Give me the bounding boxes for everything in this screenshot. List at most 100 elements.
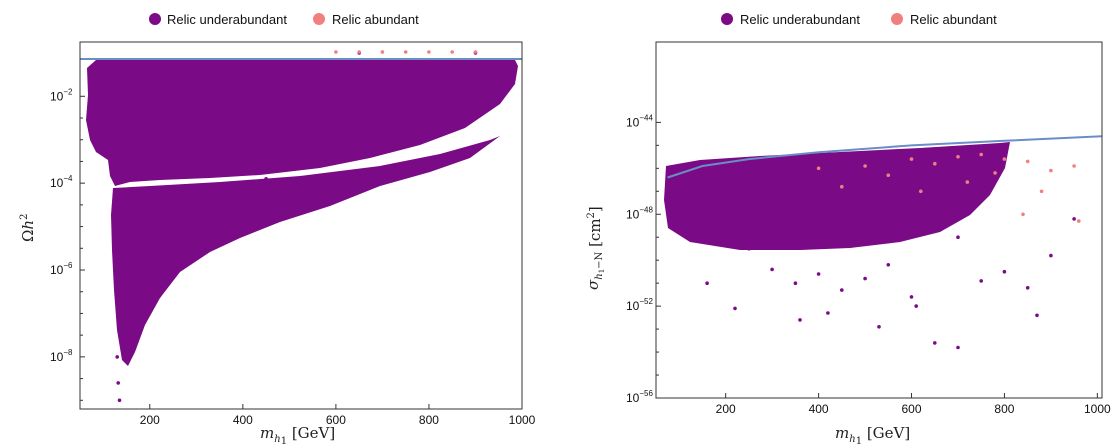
left-point-abundant — [334, 50, 338, 54]
left-legend-marker-abundant — [313, 13, 325, 25]
right-x-tick-label: 1000 — [1084, 402, 1111, 416]
left-scatter-plot: Relic underabundant Relic abundant 200 40… — [19, 12, 536, 446]
right-x-axis: 200 400 600 800 1000 — [716, 393, 1111, 416]
right-y-axis-label: σh1−N [cm2] — [584, 206, 606, 290]
right-x-tick-label: 800 — [994, 402, 1014, 416]
left-point-underabundant — [96, 77, 101, 81]
left-point-underabundant — [115, 355, 119, 359]
left-point-underabundant — [194, 129, 199, 133]
left-point-underabundant — [124, 268, 129, 272]
left-y-axis-label: Ωh2 — [19, 214, 37, 242]
left-point-underabundant — [334, 142, 338, 146]
right-point-underabundant — [863, 194, 867, 198]
right-plot-area — [664, 135, 1102, 350]
left-point-underabundant — [357, 133, 362, 138]
left-x-tick-label: 400 — [233, 413, 253, 427]
right-point-underabundant — [798, 318, 802, 322]
right-legend-label-abundant: Relic abundant — [910, 12, 997, 27]
right-point-abundant — [1072, 164, 1076, 168]
left-point-underabundant — [194, 224, 199, 229]
right-point-underabundant — [700, 201, 705, 205]
left-point-underabundant — [89, 94, 94, 99]
left-x-axis-label: mh1 [GeV] — [260, 424, 335, 446]
left-point-abundant — [380, 50, 385, 54]
right-point-underabundant — [826, 311, 830, 315]
right-point-underabundant — [770, 212, 774, 217]
left-point-underabundant — [117, 398, 122, 403]
left-point-underabundant — [450, 90, 455, 94]
right-point-underabundant — [816, 272, 821, 276]
right-point-abundant — [1077, 219, 1081, 223]
left-point-underabundant — [106, 133, 110, 138]
right-point-abundant — [1021, 212, 1025, 217]
right-x-tick-label: 400 — [809, 402, 829, 416]
right-point-abundant — [1025, 159, 1030, 164]
left-y-tick-label: 10−6 — [50, 261, 73, 277]
left-x-tick-label: 200 — [140, 413, 160, 427]
left-point-underabundant — [92, 64, 96, 68]
right-x-tick-label: 200 — [716, 402, 736, 416]
right-point-underabundant — [914, 304, 918, 308]
right-point-underabundant — [723, 226, 728, 230]
right-y-tick-label: 10−48 — [626, 205, 653, 221]
right-point-abundant — [956, 155, 960, 159]
right-point-underabundant — [909, 295, 914, 299]
left-point-underabundant — [241, 190, 245, 194]
left-point-abundant — [357, 50, 362, 54]
left-point-underabundant — [113, 224, 117, 229]
right-point-abundant — [863, 164, 867, 168]
right-point-underabundant — [1002, 269, 1007, 274]
left-point-underabundant — [334, 81, 338, 86]
left-point-underabundant — [114, 289, 119, 294]
left-point-abundant — [403, 50, 408, 54]
left-point-underabundant — [510, 59, 515, 64]
left-y-axis: 10−2 10−4 10−6 10−8 — [50, 87, 85, 401]
right-plot-frame — [655, 41, 1103, 399]
right-legend: Relic underabundant Relic abundant — [721, 12, 997, 27]
right-y-axis: 10−44 10−48 10−52 10−56 — [626, 113, 661, 405]
left-point-underabundant — [403, 111, 408, 116]
left-plot-frame — [79, 41, 523, 410]
left-point-underabundant — [496, 64, 501, 68]
right-point-abundant — [993, 171, 997, 175]
left-legend-label-abundant: Relic abundant — [332, 12, 419, 27]
left-point-underabundant — [473, 77, 478, 81]
right-point-underabundant — [979, 279, 983, 283]
right-point-underabundant — [705, 281, 709, 286]
left-point-underabundant — [116, 381, 120, 385]
right-x-tick-label: 600 — [902, 402, 922, 416]
right-point-abundant — [1039, 189, 1044, 194]
right-point-abundant — [1049, 168, 1053, 173]
right-y-tick-label: 10−44 — [626, 113, 653, 129]
left-lower-density-band — [111, 136, 500, 366]
right-point-abundant — [933, 161, 937, 166]
left-point-underabundant — [120, 311, 124, 316]
right-y-tick-label: 10−56 — [626, 389, 653, 405]
right-point-underabundant — [877, 325, 881, 329]
left-point-underabundant — [134, 342, 138, 346]
right-point-underabundant — [956, 345, 960, 350]
right-point-underabundant — [770, 267, 774, 272]
left-x-tick-label: 800 — [419, 413, 439, 427]
right-point-underabundant — [793, 281, 798, 286]
right-exclusion-bound-curve — [667, 135, 1102, 179]
left-point-underabundant — [380, 124, 385, 129]
right-scatter-plot: Relic underabundant Relic abundant 200 40… — [584, 12, 1111, 446]
right-point-underabundant — [1025, 286, 1030, 290]
right-point-underabundant — [747, 246, 751, 251]
left-point-underabundant — [157, 294, 161, 298]
right-point-underabundant — [733, 306, 737, 311]
left-point-abundant — [473, 50, 478, 54]
right-scatter-points — [677, 152, 1081, 350]
right-point-underabundant — [1072, 217, 1076, 221]
left-point-underabundant — [119, 333, 123, 338]
right-point-underabundant — [863, 276, 867, 281]
left-legend: Relic underabundant Relic abundant — [149, 12, 419, 27]
left-x-tick-label: 1000 — [509, 413, 536, 427]
right-y-tick-label: 10−52 — [626, 297, 653, 313]
right-point-abundant — [965, 180, 970, 184]
left-point-underabundant — [148, 285, 152, 290]
right-point-underabundant — [840, 288, 844, 292]
left-point-underabundant — [171, 268, 175, 272]
left-point-underabundant — [217, 207, 222, 211]
